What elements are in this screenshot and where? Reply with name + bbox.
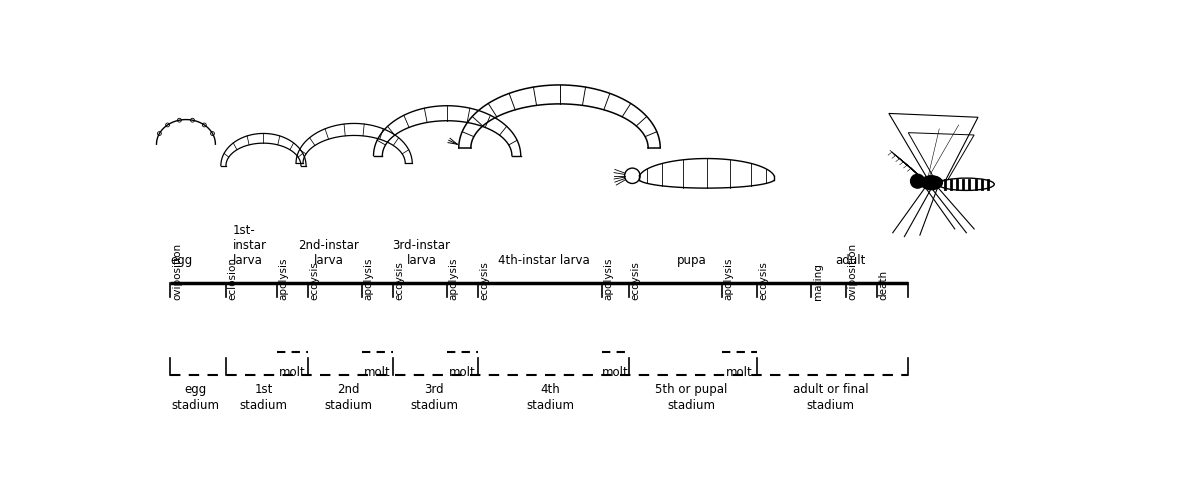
Text: molt: molt (726, 366, 753, 379)
Text: apolysis: apolysis (278, 257, 288, 300)
Text: oviposition: oviposition (173, 243, 182, 300)
Text: egg
stadium: egg stadium (171, 383, 219, 412)
Text: molt: molt (278, 366, 306, 379)
Ellipse shape (939, 178, 995, 190)
Text: 5th or pupal
stadium: 5th or pupal stadium (654, 383, 727, 412)
Text: 3rd
stadium: 3rd stadium (409, 383, 458, 412)
Text: adult: adult (835, 254, 865, 267)
Text: 4th
stadium: 4th stadium (526, 383, 575, 412)
Text: apolysis: apolysis (363, 257, 374, 300)
Text: 1st-
instar
larva: 1st- instar larva (232, 224, 267, 267)
Text: ecdysis: ecdysis (631, 261, 640, 300)
Text: death: death (878, 270, 889, 300)
Text: molt: molt (450, 366, 476, 379)
Text: eclosion: eclosion (227, 257, 238, 300)
Text: apolysis: apolysis (449, 257, 458, 300)
Text: 2nd-instar
larva: 2nd-instar larva (299, 240, 359, 267)
Text: molt: molt (602, 366, 630, 379)
Text: 1st
stadium: 1st stadium (239, 383, 288, 412)
Text: mating: mating (813, 263, 823, 300)
Text: egg: egg (170, 254, 193, 267)
Text: 4th-instar larva: 4th-instar larva (499, 254, 590, 267)
Text: ecdysis: ecdysis (309, 261, 319, 300)
Text: ecdysis: ecdysis (394, 261, 405, 300)
Text: ecdysis: ecdysis (480, 261, 489, 300)
Text: apolysis: apolysis (724, 257, 734, 300)
Text: pupa: pupa (676, 254, 706, 267)
Text: apolysis: apolysis (603, 257, 614, 300)
Text: 2nd
stadium: 2nd stadium (325, 383, 372, 412)
Text: oviposition: oviposition (847, 243, 858, 300)
Text: adult or final
stadium: adult or final stadium (793, 383, 869, 412)
Text: molt: molt (364, 366, 390, 379)
Circle shape (910, 174, 925, 188)
Text: 3rd-instar
larva: 3rd-instar larva (393, 240, 451, 267)
Ellipse shape (921, 176, 942, 189)
Text: ecdysis: ecdysis (759, 261, 769, 300)
